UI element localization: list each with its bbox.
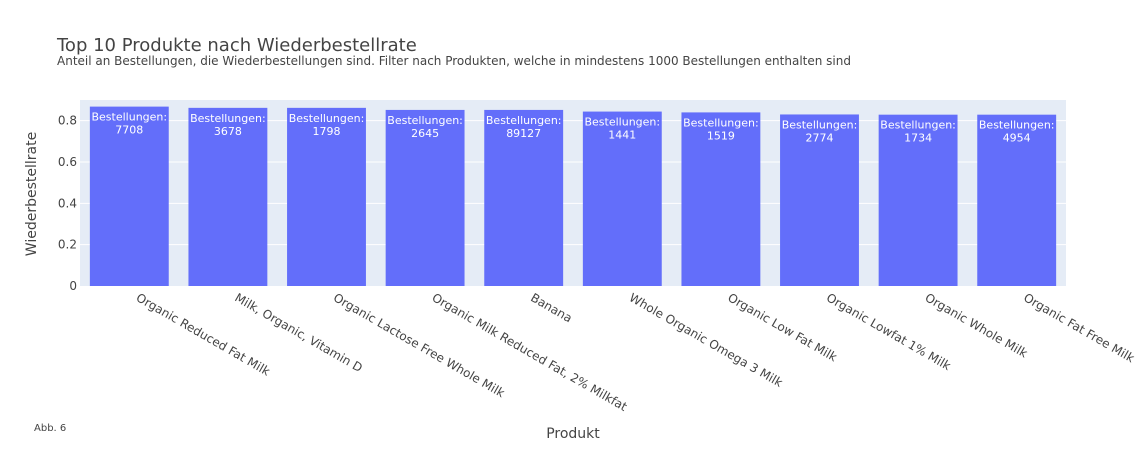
bar-label-value: 89127	[506, 127, 541, 140]
bar-label-value: 1734	[904, 132, 932, 145]
x-tick-label: Whole Organic Omega 3 Milk	[627, 290, 785, 389]
bar-label-prefix: Bestellungen:	[979, 119, 1055, 132]
x-tick-label: Organic Whole Milk	[923, 290, 1030, 360]
x-tick-label: Banana	[528, 290, 574, 325]
y-axis-ticks: 0 0.2 0.4 0.6 0.8	[58, 114, 77, 293]
bar-label-value: 1798	[313, 125, 341, 138]
y-tick-label: 0.6	[58, 155, 77, 169]
bar-label-value: 2645	[411, 127, 439, 140]
bars: Bestellungen:7708Bestellungen:3678Bestel…	[89, 106, 1057, 287]
bar-label-value: 2774	[806, 131, 834, 144]
bar[interactable]	[89, 106, 169, 286]
bar[interactable]	[878, 114, 958, 286]
bar[interactable]	[780, 114, 859, 286]
x-tick-label: Organic Fat Free Milk	[1021, 290, 1137, 365]
y-tick-label: 0.8	[58, 114, 77, 128]
bar[interactable]	[977, 114, 1057, 286]
bar-label-value: 3678	[214, 125, 242, 138]
bar-label-value: 4954	[1003, 132, 1031, 145]
bar[interactable]	[287, 107, 366, 286]
bar-label-prefix: Bestellungen:	[190, 112, 266, 125]
bar-label-prefix: Bestellungen:	[880, 119, 956, 132]
bar[interactable]	[484, 109, 564, 286]
bar-label-prefix: Bestellungen:	[782, 118, 858, 131]
bar-label-prefix: Bestellungen:	[387, 114, 463, 127]
bar[interactable]	[385, 109, 465, 286]
x-tick-label: Organic Lactose Free Whole Milk	[331, 290, 507, 400]
bar[interactable]	[188, 107, 268, 286]
figure-note: Abb. 6	[34, 423, 66, 434]
bar-label-prefix: Bestellungen:	[289, 112, 365, 125]
x-tick-label: Organic Milk Reduced Fat, 2% Milkfat	[430, 290, 630, 414]
x-axis-title: Produkt	[546, 426, 600, 442]
y-tick-label: 0.2	[58, 238, 77, 252]
chart-subtitle: Anteil an Bestellungen, die Wiederbestel…	[57, 54, 851, 68]
y-axis-title: Wiederbestellrate	[24, 132, 40, 256]
chart-title: Top 10 Produkte nach Wiederbestellrate	[56, 35, 417, 56]
bar-label-prefix: Bestellungen:	[683, 116, 759, 129]
y-tick-label: 0	[69, 279, 77, 293]
y-tick-label: 0.4	[58, 196, 77, 210]
bar[interactable]	[582, 111, 662, 286]
bar-label-value: 1441	[608, 129, 636, 142]
bar-label-prefix: Bestellungen:	[91, 111, 167, 124]
bar-label-prefix: Bestellungen:	[584, 116, 660, 129]
bar-label-value: 7708	[115, 124, 143, 137]
bar-label-prefix: Bestellungen:	[486, 114, 562, 127]
bar[interactable]	[681, 112, 761, 287]
bar-label-value: 1519	[707, 129, 735, 142]
